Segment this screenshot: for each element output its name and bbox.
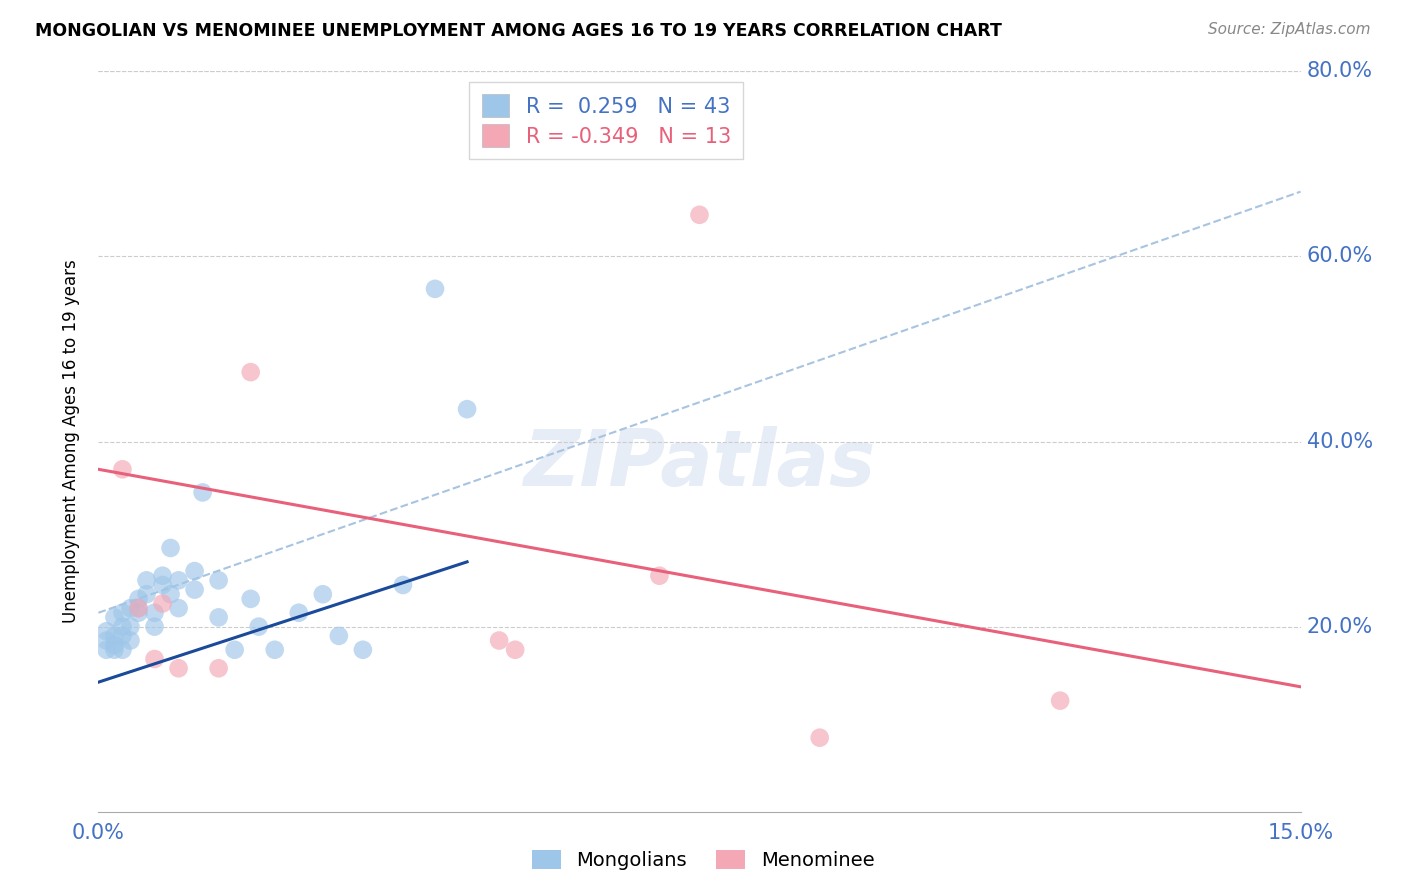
Point <box>159 541 181 555</box>
Point <box>143 606 166 620</box>
Text: MONGOLIAN VS MENOMINEE UNEMPLOYMENT AMONG AGES 16 TO 19 YEARS CORRELATION CHART: MONGOLIAN VS MENOMINEE UNEMPLOYMENT AMON… <box>35 22 1002 40</box>
Point <box>135 574 157 588</box>
Point <box>152 597 174 611</box>
Text: Source: ZipAtlas.com: Source: ZipAtlas.com <box>1208 22 1371 37</box>
Point <box>688 208 710 222</box>
Point <box>167 574 190 588</box>
Point <box>352 642 374 657</box>
Text: 40.0%: 40.0% <box>1306 432 1372 451</box>
Point <box>120 619 142 633</box>
Point <box>288 606 311 620</box>
Point <box>159 587 181 601</box>
Point <box>456 402 478 417</box>
Point <box>488 633 510 648</box>
Point <box>208 574 231 588</box>
Point <box>128 591 150 606</box>
Point <box>135 587 157 601</box>
Point <box>312 587 335 601</box>
Legend: R =  0.259   N = 43, R = -0.349   N = 13: R = 0.259 N = 43, R = -0.349 N = 13 <box>470 82 744 160</box>
Legend: Mongolians, Menominee: Mongolians, Menominee <box>524 842 882 878</box>
Point <box>128 606 150 620</box>
Point <box>208 610 231 624</box>
Point <box>183 582 205 597</box>
Point <box>128 601 150 615</box>
Point <box>392 578 415 592</box>
Point <box>328 629 350 643</box>
Text: ZIPatlas: ZIPatlas <box>523 425 876 502</box>
Point <box>503 642 526 657</box>
Point <box>111 642 134 657</box>
Point <box>111 606 134 620</box>
Point <box>648 568 671 582</box>
Point <box>423 282 446 296</box>
Point <box>208 661 231 675</box>
Point <box>1049 694 1071 708</box>
Point <box>808 731 831 745</box>
Point <box>103 610 125 624</box>
Point <box>167 601 190 615</box>
Point <box>191 485 214 500</box>
Point <box>111 629 134 643</box>
Point <box>96 633 118 648</box>
Point <box>103 638 125 652</box>
Point <box>120 601 142 615</box>
Point <box>152 568 174 582</box>
Text: 80.0%: 80.0% <box>1306 62 1372 81</box>
Point <box>152 578 174 592</box>
Point <box>247 619 270 633</box>
Point <box>128 601 150 615</box>
Point <box>103 642 125 657</box>
Point <box>224 642 246 657</box>
Point <box>103 629 125 643</box>
Point <box>96 642 118 657</box>
Y-axis label: Unemployment Among Ages 16 to 19 years: Unemployment Among Ages 16 to 19 years <box>62 260 80 624</box>
Point <box>111 462 134 476</box>
Point <box>167 661 190 675</box>
Text: 60.0%: 60.0% <box>1306 246 1372 267</box>
Point <box>111 619 134 633</box>
Text: 20.0%: 20.0% <box>1306 616 1372 637</box>
Point <box>120 633 142 648</box>
Point <box>263 642 285 657</box>
Point <box>143 619 166 633</box>
Point <box>239 365 262 379</box>
Point <box>239 591 262 606</box>
Point <box>96 624 118 639</box>
Point <box>183 564 205 578</box>
Point <box>143 652 166 666</box>
